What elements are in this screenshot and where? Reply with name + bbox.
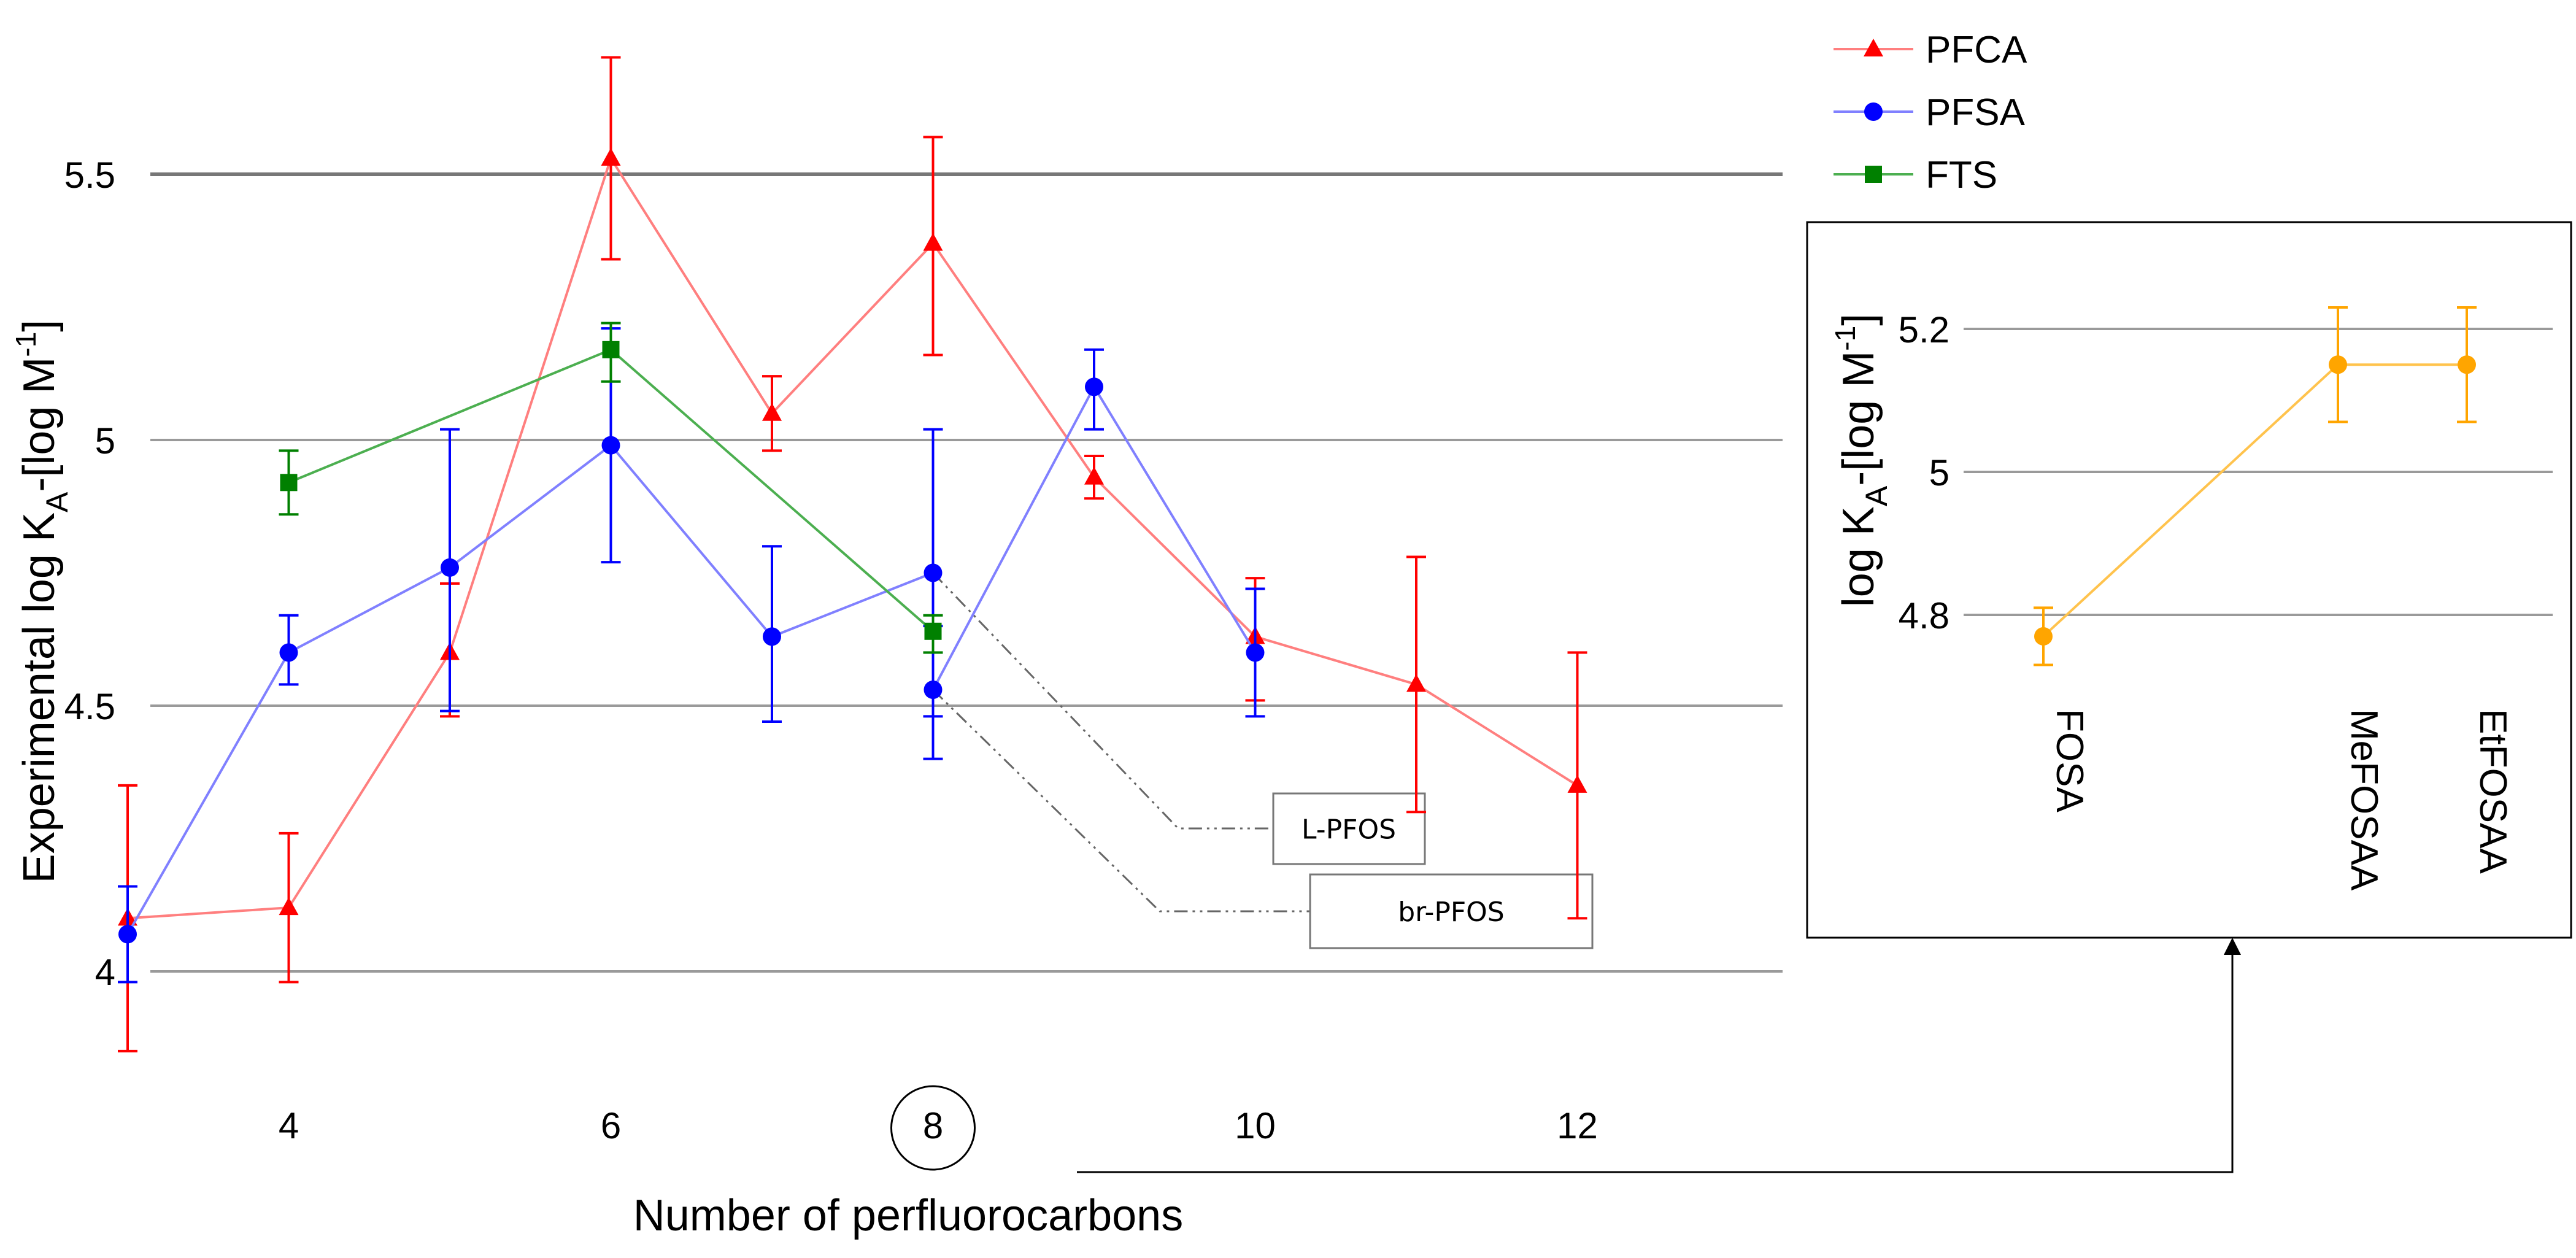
series-pfsa — [118, 327, 1265, 984]
main-y-tick-label: 4 — [95, 952, 115, 993]
data-point-pfca — [1084, 466, 1104, 485]
data-point-pfsa — [118, 925, 137, 944]
main-y-tick-label: 5 — [95, 420, 115, 461]
callout-label: L-PFOS — [1301, 814, 1396, 846]
data-point-pfca — [762, 403, 782, 421]
inset-y-tick-label: 5.2 — [1899, 309, 1949, 350]
inset-plot: 4.8 5 5.2 FOSA MeFOSAA EtFOSAA log KA-[log M… — [1806, 221, 2572, 939]
callout-box — [1272, 792, 1426, 865]
main-series — [118, 56, 1587, 1052]
data-point-pfca — [1567, 774, 1587, 793]
data-point-pfsa — [441, 558, 459, 577]
legend-item-pfsa: PFSA — [1834, 91, 2026, 134]
series-pfca — [118, 56, 1587, 1052]
data-point-pfsa — [1085, 377, 1103, 396]
data-point-pfsa — [763, 627, 781, 646]
inset-connector-arrowhead — [2224, 938, 2241, 955]
data-point-pfca — [923, 233, 943, 251]
inset-series-line-group — [2034, 306, 2477, 666]
callout-leader — [932, 572, 1273, 830]
legend-label: FTS — [1926, 154, 1997, 196]
data-point-fts — [602, 341, 620, 358]
legend-marker-pfca — [1864, 39, 1883, 56]
data-point-pfca — [601, 148, 621, 166]
inset-connector-arrow — [1077, 950, 2234, 1173]
inset-y-axis-label: log KA-[log M-1] — [1829, 314, 1894, 607]
main-x-tick-label: 4 — [279, 1105, 299, 1146]
inset-data-point — [2329, 355, 2347, 374]
main-y-tick-labels: 4 4.5 5 5.5 — [64, 155, 115, 993]
main-y-axis-label: Experimental log KA-[log M-1] — [10, 320, 74, 884]
legend-marker-fts — [1865, 166, 1882, 183]
callout-leader — [932, 689, 1310, 913]
main-gridlines — [150, 172, 1783, 973]
main-x-tick-label: 10 — [1235, 1105, 1276, 1146]
callout: br-PFOS — [932, 689, 1594, 949]
callout-box — [1309, 873, 1594, 949]
data-point-fts — [280, 474, 298, 492]
legend-marker-pfsa — [1864, 102, 1883, 121]
main-x-tick-label: 6 — [601, 1105, 621, 1146]
highlight-circle — [890, 1085, 976, 1171]
inset-gridlines — [1964, 328, 2553, 616]
callouts: L-PFOS br-PFOS — [932, 572, 1594, 949]
main-x-tick-labels: 4 6 8 10 12 — [279, 1085, 1598, 1171]
main-x-tick-label: 12 — [1557, 1105, 1598, 1146]
inset-y-tick-label: 5 — [1929, 452, 1949, 493]
main-y-tick-label: 4.5 — [64, 686, 115, 727]
series-line-pfsa — [126, 384, 1257, 935]
main-plot: 4 4.5 5 5.5 4 6 8 10 12 L-PFOS br-PFOS Number of… — [10, 56, 1783, 1240]
inset-data-point — [2034, 627, 2053, 646]
inset-category-label: FOSA — [2048, 709, 2091, 812]
legend-item-fts: FTS — [1834, 154, 1997, 196]
legend: PFCA PFSA FTS — [1834, 29, 2027, 196]
inset-series-line — [2042, 363, 2467, 638]
data-point-pfsa — [1246, 643, 1265, 662]
data-point-pfsa — [279, 643, 298, 662]
legend-label: PFCA — [1926, 29, 2027, 71]
series-fts — [279, 322, 943, 654]
inset-series — [2034, 306, 2477, 666]
legend-item-pfca: PFCA — [1834, 29, 2027, 71]
main-x-tick-label: 8 — [923, 1105, 943, 1146]
inset-category-label: EtFOSAA — [2472, 709, 2514, 874]
inset-y-tick-label: 4.8 — [1899, 595, 1949, 636]
callout-label: br-PFOS — [1398, 897, 1505, 928]
inset-category-label: MeFOSAA — [2343, 709, 2385, 891]
data-point-pfca — [279, 897, 299, 916]
inset-category-labels: FOSA MeFOSAA EtFOSAA — [2048, 709, 2514, 891]
callout: L-PFOS — [932, 572, 1426, 865]
inset-y-tick-labels: 4.8 5 5.2 — [1899, 309, 1949, 636]
inset-frame — [1806, 221, 2572, 939]
main-x-axis-label: Number of perfluorocarbons — [633, 1191, 1183, 1240]
main-y-tick-label: 5.5 — [64, 155, 115, 196]
data-point-fts — [924, 622, 942, 640]
data-point-pfsa — [601, 436, 620, 455]
data-point-pfca — [1406, 674, 1426, 692]
legend-label: PFSA — [1926, 91, 2026, 134]
inset-data-point — [2458, 355, 2476, 374]
series-line-pfca — [127, 155, 1578, 920]
data-point-pfsa — [924, 563, 943, 582]
